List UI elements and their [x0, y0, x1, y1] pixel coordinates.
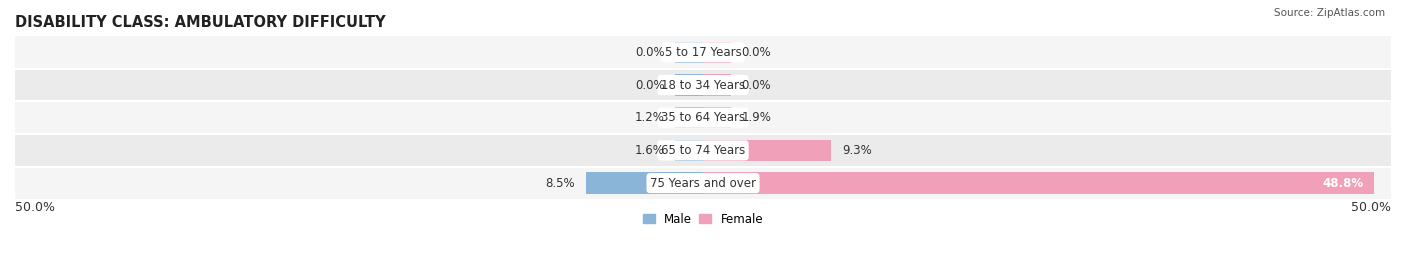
Legend: Male, Female: Male, Female	[638, 208, 768, 230]
Bar	[703, 140, 831, 161]
Text: 0.0%: 0.0%	[741, 46, 770, 59]
Bar	[15, 36, 1391, 69]
Text: DISABILITY CLASS: AMBULATORY DIFFICULTY: DISABILITY CLASS: AMBULATORY DIFFICULTY	[15, 15, 385, 30]
Bar	[675, 75, 703, 96]
Text: 1.6%: 1.6%	[634, 144, 665, 157]
Text: 5 to 17 Years: 5 to 17 Years	[665, 46, 741, 59]
Text: 9.3%: 9.3%	[842, 144, 872, 157]
Bar	[15, 167, 1391, 199]
Text: 1.2%: 1.2%	[634, 111, 665, 124]
Text: 0.0%: 0.0%	[741, 79, 770, 92]
Bar	[675, 140, 703, 161]
Bar	[675, 107, 703, 128]
Text: 50.0%: 50.0%	[15, 201, 55, 214]
Bar	[15, 134, 1391, 167]
Text: 18 to 34 Years: 18 to 34 Years	[661, 79, 745, 92]
Text: 1.9%: 1.9%	[741, 111, 772, 124]
Bar	[703, 173, 1375, 194]
Text: Source: ZipAtlas.com: Source: ZipAtlas.com	[1274, 8, 1385, 18]
Bar	[703, 75, 731, 96]
Text: 35 to 64 Years: 35 to 64 Years	[661, 111, 745, 124]
Text: 8.5%: 8.5%	[546, 177, 575, 189]
Bar	[675, 42, 703, 63]
Text: 0.0%: 0.0%	[636, 46, 665, 59]
Bar	[15, 69, 1391, 101]
Bar	[703, 107, 731, 128]
Bar	[703, 42, 731, 63]
Text: 48.8%: 48.8%	[1323, 177, 1364, 189]
Bar	[15, 101, 1391, 134]
Text: 0.0%: 0.0%	[636, 79, 665, 92]
Text: 50.0%: 50.0%	[1351, 201, 1391, 214]
Text: 65 to 74 Years: 65 to 74 Years	[661, 144, 745, 157]
Bar	[586, 173, 703, 194]
Text: 75 Years and over: 75 Years and over	[650, 177, 756, 189]
